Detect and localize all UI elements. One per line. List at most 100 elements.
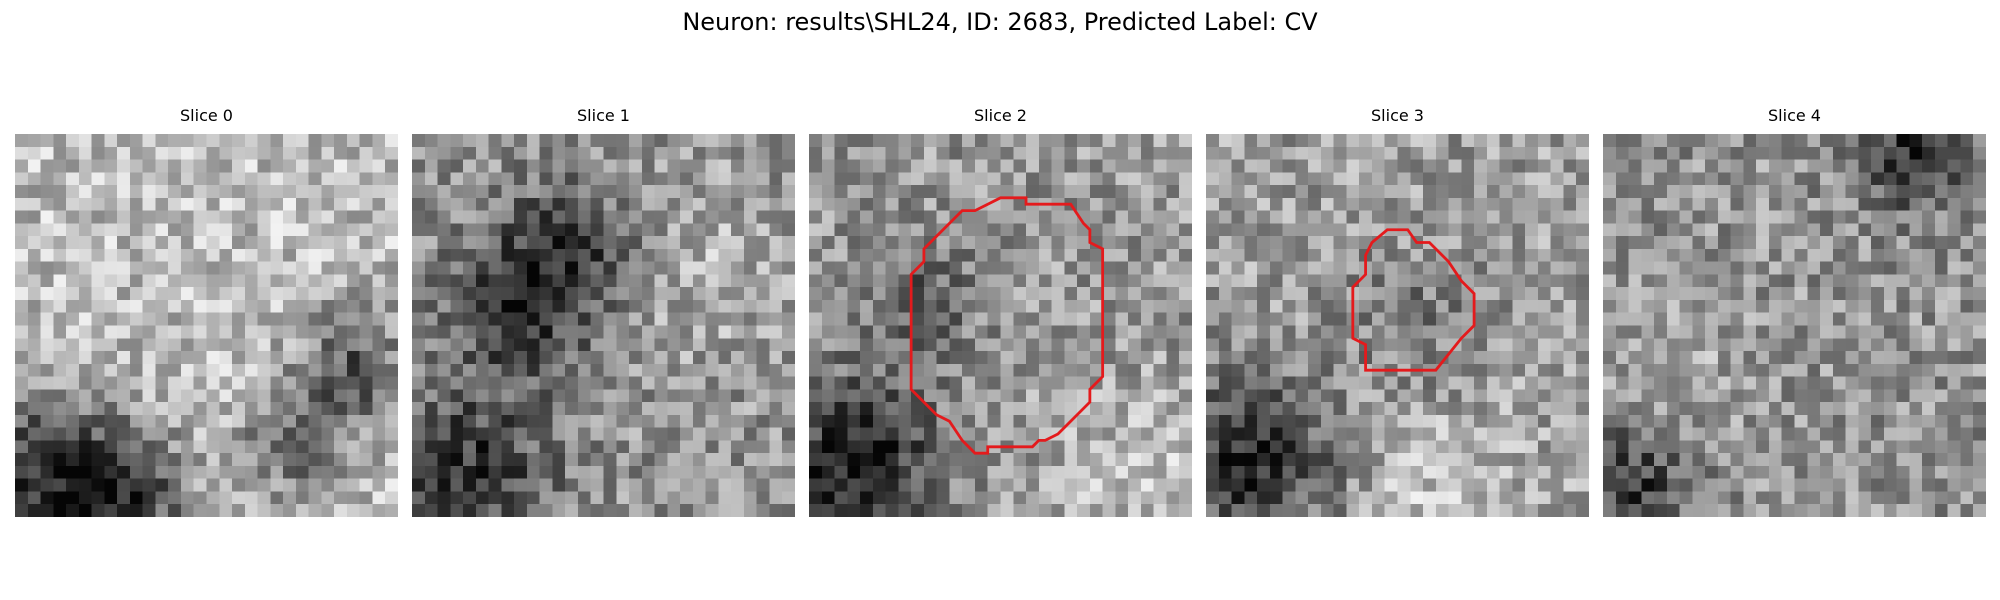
pixel <box>1320 338 1334 352</box>
pixel <box>1717 338 1731 352</box>
pixel <box>911 453 925 467</box>
pixel <box>1166 287 1180 301</box>
pixel <box>692 465 706 479</box>
pixel <box>244 159 258 173</box>
pixel <box>1576 185 1589 199</box>
pixel <box>616 197 630 211</box>
pixel <box>692 478 706 492</box>
pixel <box>1858 491 1872 505</box>
pixel <box>1922 325 1936 339</box>
pixel <box>372 478 386 492</box>
pixel <box>1499 248 1513 262</box>
pixel <box>1781 351 1795 365</box>
pixel <box>1013 363 1027 377</box>
pixel <box>629 172 643 186</box>
pixel <box>1768 453 1782 467</box>
pixel <box>1308 325 1322 339</box>
pixel <box>1064 185 1078 199</box>
pixel <box>1423 287 1437 301</box>
pixel <box>1717 312 1731 326</box>
pixel <box>91 325 105 339</box>
pixel <box>27 287 41 301</box>
pixel <box>1461 465 1475 479</box>
pixel <box>1257 197 1271 211</box>
pixel <box>129 197 143 211</box>
pixel <box>923 185 937 199</box>
pixel <box>1550 414 1564 428</box>
pixel <box>424 351 438 365</box>
pixel <box>1486 351 1500 365</box>
pixel <box>1038 453 1052 467</box>
pixel <box>1102 185 1116 199</box>
pixel <box>1077 465 1091 479</box>
pixel <box>1269 236 1283 250</box>
pixel <box>756 287 770 301</box>
pixel <box>1448 440 1462 454</box>
pixel <box>1115 338 1129 352</box>
pixel <box>539 376 553 390</box>
pixel <box>385 427 398 441</box>
pixel <box>129 223 143 237</box>
pixel <box>629 465 643 479</box>
pixel <box>104 248 118 262</box>
pixel <box>1102 376 1116 390</box>
pixel <box>1934 134 1948 148</box>
pixel <box>270 504 284 517</box>
pixel <box>847 376 861 390</box>
pixel <box>1576 274 1589 288</box>
pixel <box>1140 159 1154 173</box>
pixel <box>424 236 438 250</box>
pixel <box>475 504 489 517</box>
pixel <box>692 504 706 517</box>
pixel <box>1153 504 1167 517</box>
pixel <box>1871 312 1885 326</box>
pixel <box>129 453 143 467</box>
pixel <box>756 491 770 505</box>
pixel <box>1883 363 1897 377</box>
pixel <box>692 491 706 505</box>
pixel <box>1832 440 1846 454</box>
pixel <box>142 274 156 288</box>
pixel <box>1435 440 1449 454</box>
pixel <box>1947 465 1961 479</box>
pixel <box>372 325 386 339</box>
pixel <box>1257 427 1271 441</box>
pixel <box>321 363 335 377</box>
pixel <box>27 402 41 416</box>
pixel <box>872 491 886 505</box>
pixel <box>769 414 783 428</box>
pixel <box>270 453 284 467</box>
pixel <box>372 338 386 352</box>
pixel <box>193 478 207 492</box>
pixel <box>1692 376 1706 390</box>
pixel <box>1934 274 1948 288</box>
pixel <box>860 402 874 416</box>
pixel <box>1102 414 1116 428</box>
pixel <box>450 351 464 365</box>
pixel <box>705 325 719 339</box>
pixel <box>1077 172 1091 186</box>
pixel <box>911 274 925 288</box>
pixel <box>692 223 706 237</box>
pixel <box>1320 351 1334 365</box>
pixel <box>743 427 757 441</box>
pixel <box>590 414 604 428</box>
pixel <box>1794 159 1808 173</box>
pixel <box>1320 312 1334 326</box>
pixel <box>667 389 681 403</box>
pixel <box>295 134 309 148</box>
pixel <box>692 312 706 326</box>
pixel <box>193 197 207 211</box>
pixel <box>308 134 322 148</box>
pixel <box>1206 248 1220 262</box>
pixel <box>987 351 1001 365</box>
pixel <box>834 453 848 467</box>
pixel <box>1359 325 1373 339</box>
pixel <box>1051 146 1065 160</box>
pixel <box>180 197 194 211</box>
pixel <box>1960 248 1974 262</box>
pixel <box>718 197 732 211</box>
pixel <box>359 146 373 160</box>
pixel <box>616 478 630 492</box>
pixel <box>117 325 131 339</box>
